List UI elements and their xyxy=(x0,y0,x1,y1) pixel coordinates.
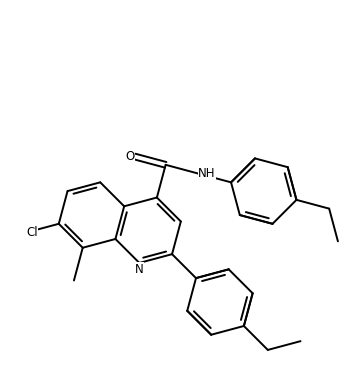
Text: Cl: Cl xyxy=(26,226,38,239)
Text: N: N xyxy=(135,263,144,276)
Text: O: O xyxy=(125,150,135,163)
Text: NH: NH xyxy=(198,167,216,180)
